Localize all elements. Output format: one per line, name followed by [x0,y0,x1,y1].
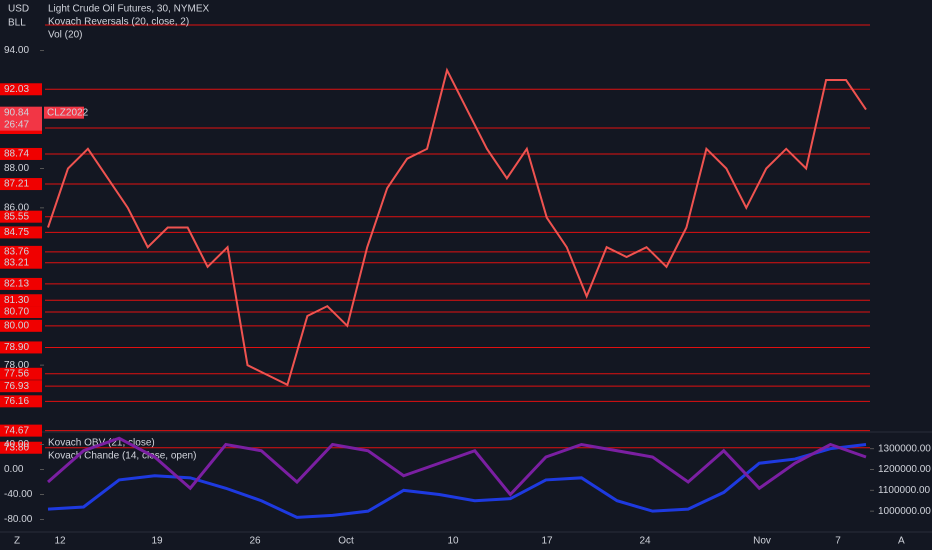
level-tag [0,380,42,393]
level-tag [0,341,42,354]
x-tick-label: 10 [447,536,459,547]
y2-tick-label: 1100000.00 [878,485,931,496]
nav[interactable]: A [898,536,905,547]
price-label: 90.84 [4,107,29,118]
level-tag [0,83,42,96]
unit: BLL [8,18,26,29]
level-label: 88.74 [4,149,29,160]
level-label: 78.90 [4,342,29,353]
level-tag [0,226,42,239]
indicator: Vol (20) [48,30,82,41]
y2-tick-label: 1000000.00 [878,506,931,517]
x-tick-label: Nov [753,536,771,547]
level-tag [0,245,42,258]
y-tick-label: 78.00 [4,360,29,371]
x-tick-label: 26 [249,536,261,547]
level-tag [0,395,42,408]
indicator-line [47,443,867,519]
level-label: 76.93 [4,381,29,392]
level-tag [0,210,42,223]
nav[interactable]: Z [14,536,20,547]
level-tag [0,147,42,160]
level-label: 92.03 [4,84,29,95]
x-tick-label: Oct [338,536,354,547]
price-line [47,67,867,387]
level-label: 83.21 [4,257,29,268]
x-tick-label: 19 [151,536,163,547]
y2-tick-label: 1300000.00 [878,443,931,454]
level-label: 77.56 [4,368,29,379]
y-tick-label: 40.00 [4,439,29,450]
indicator: Kovach Chande (14, close, open) [48,451,196,462]
level-tag [0,319,42,332]
plot: 92.0390.0688.7487.2185.5584.7583.7683.21… [0,45,931,547]
y-tick-label: 86.00 [4,202,29,213]
indicator: Kovach Reversals (20, close, 2) [48,17,189,28]
title: Light Crude Oil Futures, 30, NYMEX [48,4,210,15]
level-label: 84.75 [4,227,29,238]
level-tag [0,441,42,454]
y-tick-label: -40.00 [4,489,33,500]
x-tick-label: 7 [835,536,841,547]
price-tag [0,106,42,131]
symbol-tag [44,106,84,119]
level-label: 87.21 [4,179,29,190]
symbol: CLZ2022 [47,107,89,118]
level-tag [0,178,42,191]
level-label: 80.00 [4,320,29,331]
x-tick-label: 17 [541,536,553,547]
level-label: 83.76 [4,247,29,258]
level-tag [0,277,42,290]
level-tag [0,424,42,437]
level-label: 81.30 [4,295,29,306]
level-label: 82.13 [4,279,29,290]
level-label: 85.55 [4,211,29,222]
y-tick-label: 94.00 [4,45,29,56]
level-tag [0,367,42,380]
level-label: 74.67 [4,425,29,436]
level-tag [0,294,42,307]
x-tick-label: 24 [639,536,651,547]
level-tag [0,306,42,319]
indicator-line [47,436,867,497]
y2-tick-label: 1200000.00 [878,464,931,475]
currency: USD [8,4,29,15]
countdown: 26:47 [4,119,29,130]
level-label: 73.80 [4,442,29,453]
level-label: 80.70 [4,307,29,318]
y-tick-label: 0.00 [4,464,24,475]
level-label: 76.16 [4,396,29,407]
y-tick-label: -80.00 [4,514,33,525]
y-tick-label: 88.00 [4,163,29,174]
x-tick-label: 12 [54,536,66,547]
level-tag [0,256,42,269]
